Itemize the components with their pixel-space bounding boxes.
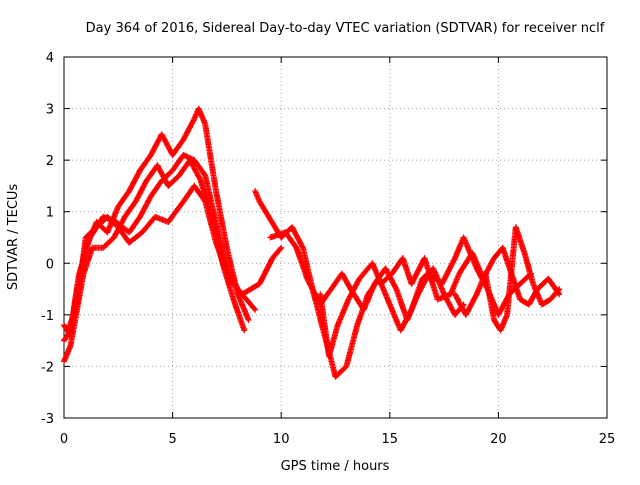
- y-tick-label: 4: [46, 51, 54, 66]
- y-tick-label: -3: [41, 412, 54, 427]
- x-tick-label: 0: [60, 432, 68, 447]
- series-track-3: [65, 182, 285, 334]
- data-series: [61, 105, 563, 380]
- y-tick-label: 2: [46, 154, 54, 169]
- y-tick-label: 3: [46, 103, 54, 118]
- series-markers: [61, 157, 248, 365]
- plot-frame: [63, 56, 608, 419]
- series-track-1: [61, 105, 252, 339]
- y-tick-label: 0: [46, 257, 54, 272]
- x-tick-label: 10: [273, 432, 290, 447]
- x-axis-label: GPS time / hours: [281, 459, 390, 474]
- grid-lines: [64, 57, 607, 418]
- series-markers: [317, 244, 563, 360]
- y-axis-label: SDTVAR / TECUs: [6, 184, 21, 291]
- y-tick-label: -2: [41, 360, 54, 375]
- y-tick-label: -1: [41, 309, 54, 324]
- series-track-8: [61, 157, 248, 365]
- series-markers: [61, 105, 252, 339]
- x-tick-label: 20: [490, 432, 507, 447]
- series-track-6: [317, 244, 563, 360]
- series-markers: [452, 224, 563, 334]
- x-tick-label: 5: [168, 432, 176, 447]
- chart-title: Day 364 of 2016, Sidereal Day-to-day VTE…: [86, 21, 605, 36]
- series-track-7: [452, 224, 563, 334]
- x-tick-label: 25: [599, 432, 616, 447]
- series-markers: [65, 182, 285, 334]
- x-tick-label: 15: [382, 432, 399, 447]
- y-tick-label: 1: [46, 206, 54, 221]
